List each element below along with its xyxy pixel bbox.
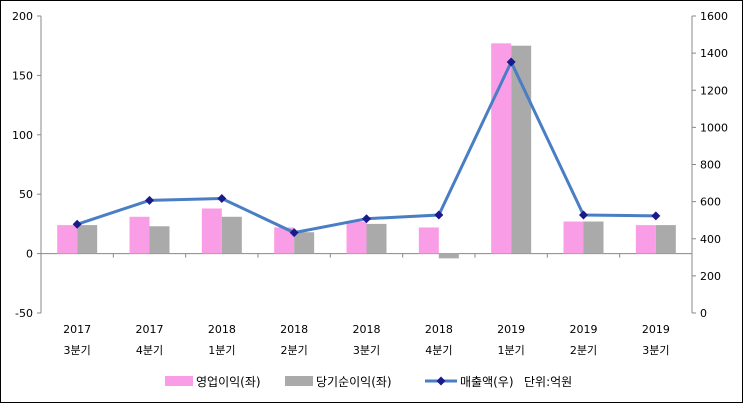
- right-tick-label: 1200: [700, 84, 728, 97]
- category-label-quarter: 3분기: [642, 344, 669, 357]
- bar-net-income: [655, 225, 676, 254]
- bar-net-income: [294, 232, 315, 254]
- right-tick-label: 1000: [700, 121, 728, 134]
- category-label-quarter: 1분기: [208, 344, 235, 357]
- revenue-marker: [651, 211, 661, 221]
- right-tick-label: 800: [700, 159, 721, 172]
- bar-operating-profit: [563, 221, 584, 254]
- legend-label-operating-profit: 영업이익(좌): [196, 375, 261, 389]
- category-label-quarter: 1분기: [498, 344, 525, 357]
- right-tick-label: 200: [700, 270, 721, 283]
- revenue-marker: [217, 193, 227, 203]
- category-label-year: 2017: [136, 323, 164, 336]
- legend-label-revenue: 매출액(우): [460, 375, 514, 389]
- revenue-marker: [72, 219, 82, 229]
- category-label-quarter: 2분기: [570, 344, 597, 357]
- legend-label-net-income: 당기순이익(좌): [316, 375, 392, 389]
- left-tick-label: 100: [12, 129, 33, 142]
- left-tick-label: 150: [12, 69, 33, 82]
- revenue-marker: [362, 214, 371, 224]
- category-label-year: 2018: [280, 323, 308, 336]
- bar-net-income: [583, 221, 604, 254]
- bar-operating-profit: [491, 43, 512, 254]
- category-label-quarter: 4분기: [136, 344, 163, 357]
- left-tick-label: -50: [15, 307, 33, 320]
- right-tick-label: 0: [700, 307, 707, 320]
- legend-swatch-net-income: [285, 376, 313, 386]
- bar-net-income: [77, 225, 98, 254]
- left-tick-label: 50: [19, 188, 33, 201]
- revenue-marker: [506, 57, 516, 67]
- bar-net-income: [511, 45, 532, 254]
- category-label-year: 2018: [208, 323, 236, 336]
- right-tick-label: 400: [700, 233, 721, 246]
- left-tick-label: 0: [26, 248, 33, 261]
- category-label-year: 2018: [425, 323, 453, 336]
- category-label-year: 2019: [497, 323, 525, 336]
- left-tick-label: 200: [12, 10, 33, 23]
- bar-operating-profit: [57, 225, 78, 254]
- right-tick-label: 1600: [700, 10, 728, 23]
- category-label-quarter: 3분기: [64, 344, 91, 357]
- bar-operating-profit: [346, 221, 367, 254]
- category-label-quarter: 4분기: [425, 344, 452, 357]
- legend-unit-note: 단위:억원: [524, 375, 572, 389]
- bar-net-income: [438, 253, 459, 259]
- legend-swatch-operating-profit: [165, 376, 193, 386]
- revenue-marker: [579, 210, 588, 220]
- revenue-marker: [289, 228, 299, 238]
- bar-net-income: [366, 223, 387, 254]
- bar-operating-profit: [635, 225, 656, 254]
- bar-operating-profit: [418, 227, 439, 254]
- legend-swatch-revenue-marker: [436, 376, 446, 386]
- category-label-quarter: 3분기: [353, 344, 380, 357]
- bar-operating-profit: [129, 216, 150, 254]
- category-label-quarter: 2분기: [281, 344, 308, 357]
- category-label-year: 2019: [570, 323, 598, 336]
- revenue-marker: [434, 210, 444, 220]
- category-label-year: 2017: [63, 323, 91, 336]
- category-label-year: 2019: [642, 323, 670, 336]
- right-tick-label: 1400: [700, 47, 728, 60]
- bar-operating-profit: [201, 208, 222, 254]
- bar-operating-profit: [274, 227, 295, 254]
- bar-net-income: [221, 216, 242, 254]
- category-label-year: 2018: [353, 323, 381, 336]
- bar-net-income: [149, 226, 170, 254]
- right-tick-label: 600: [700, 196, 721, 209]
- revenue-marker: [145, 195, 154, 205]
